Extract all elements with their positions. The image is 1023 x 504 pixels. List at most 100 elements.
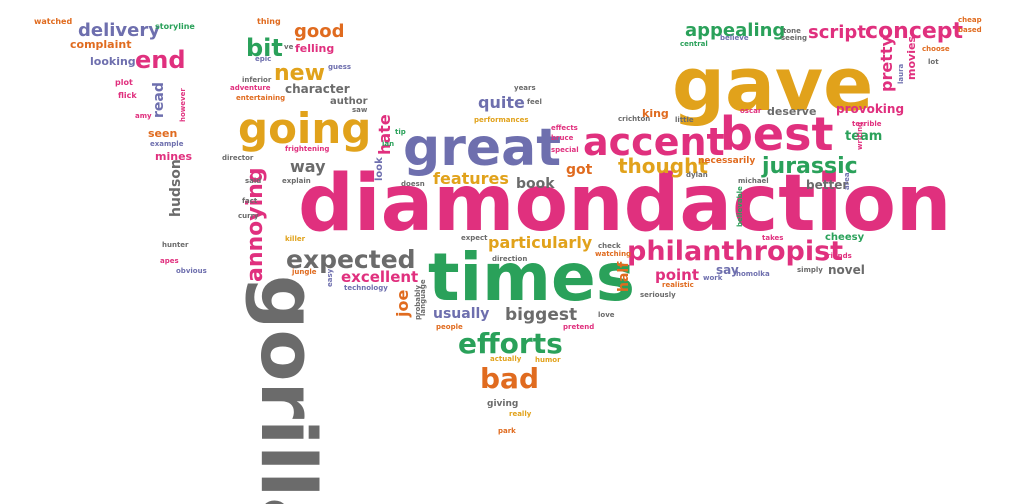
word: park <box>498 427 516 435</box>
word: end <box>135 46 186 74</box>
word: killer <box>285 235 306 243</box>
word: flick <box>118 91 137 100</box>
word: complaint <box>70 38 131 51</box>
word: ve <box>284 43 294 51</box>
word: good <box>294 21 345 42</box>
word: apes <box>160 257 179 265</box>
word: lot <box>928 58 939 66</box>
word: cheap <box>958 16 982 24</box>
word: love <box>598 311 615 319</box>
word: mines <box>155 150 193 163</box>
word: looking <box>90 55 136 68</box>
word: inferior <box>242 76 272 84</box>
word: writing <box>856 122 864 150</box>
word: felling <box>295 42 334 55</box>
word: excellent <box>341 268 418 286</box>
word: however <box>179 88 187 122</box>
word: ian <box>382 140 394 148</box>
word: gorilla <box>244 275 333 504</box>
word: friends <box>824 252 852 260</box>
word: tip <box>395 128 406 136</box>
word: hate <box>375 114 394 155</box>
word: special <box>551 146 579 154</box>
word: check <box>598 242 621 250</box>
word: usually <box>433 306 489 322</box>
word: oscar <box>740 107 762 115</box>
word: say <box>716 263 739 277</box>
word: seriously <box>640 291 676 299</box>
word: thing <box>257 17 281 26</box>
word: michael <box>738 177 769 185</box>
word: frightening <box>285 145 329 153</box>
word: example <box>150 140 184 148</box>
word: delivery <box>78 20 160 41</box>
word: entertaining <box>236 94 285 102</box>
word: bad <box>480 362 539 395</box>
word: director <box>222 154 254 162</box>
word: terrible <box>852 120 882 128</box>
word: language <box>419 279 427 316</box>
word: half <box>616 261 632 292</box>
word: fact <box>242 197 258 205</box>
word: got <box>566 162 593 178</box>
word: dylan <box>686 171 708 179</box>
word: accent <box>583 120 725 164</box>
word: technology <box>344 284 388 292</box>
word: philanthropist <box>627 236 843 267</box>
word: bit <box>246 34 283 62</box>
word: character <box>285 82 350 96</box>
word: takes <box>762 234 783 242</box>
word: area <box>843 172 851 190</box>
word: jurassic <box>761 154 858 179</box>
word: best <box>720 107 834 161</box>
word: expect <box>461 234 488 242</box>
word: particularly <box>488 233 593 252</box>
word: really <box>509 410 532 418</box>
word: bruce <box>551 134 574 142</box>
word: concept <box>865 19 964 44</box>
word: laura <box>897 63 905 84</box>
word: appealing <box>685 20 785 41</box>
word: times <box>428 239 635 316</box>
word: saw <box>352 106 368 114</box>
word: years <box>514 84 536 92</box>
word: king <box>642 107 669 120</box>
word: gave <box>672 42 873 128</box>
word: pretend <box>563 323 594 331</box>
word: joe <box>393 290 412 318</box>
word: believe <box>720 34 749 42</box>
word: biggest <box>505 305 577 325</box>
word: jungle <box>291 268 317 276</box>
word: seeing <box>781 34 807 42</box>
word: better <box>806 178 848 192</box>
word: easy <box>326 268 334 287</box>
word: movies <box>905 36 918 80</box>
word: guess <box>328 63 351 71</box>
word: point <box>655 266 699 284</box>
word: way <box>290 157 326 176</box>
word: said <box>245 177 261 185</box>
word: choose <box>922 45 950 53</box>
word: watching <box>595 250 631 258</box>
word: seen <box>148 127 177 140</box>
word: watched <box>34 17 72 26</box>
word: author <box>330 96 368 107</box>
word: expected <box>286 245 416 274</box>
word: feel <box>527 98 542 106</box>
word: storyline <box>155 22 195 31</box>
word: performances <box>474 116 529 124</box>
word: based <box>958 26 982 34</box>
word: team <box>845 129 882 144</box>
word: efforts <box>458 327 563 360</box>
word: obvious <box>176 267 207 275</box>
word: new <box>274 61 325 86</box>
word: novel <box>828 263 865 277</box>
word: hunter <box>162 241 189 249</box>
word: work <box>703 274 723 282</box>
word: actually <box>490 355 522 363</box>
word: people <box>436 323 463 331</box>
word: curry <box>238 212 259 220</box>
word: deserve <box>767 105 816 118</box>
word: realistic <box>662 281 694 289</box>
